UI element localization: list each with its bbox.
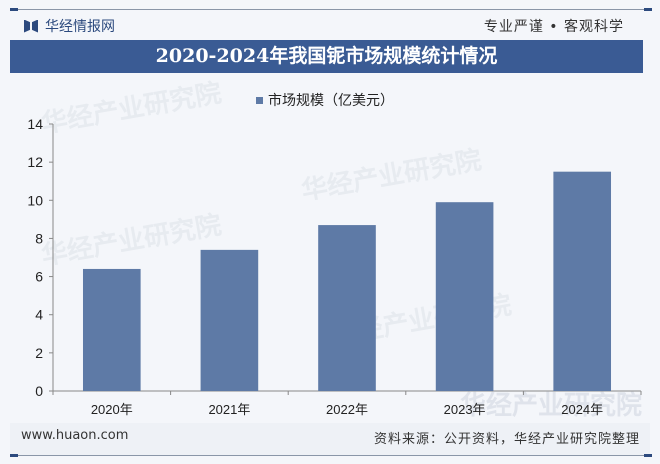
x-tick-label: 2023年 bbox=[444, 402, 486, 417]
x-tick-label: 2024年 bbox=[561, 402, 603, 417]
data-source: 资料来源：公开资料，华经产业研究院整理 bbox=[373, 432, 640, 447]
logo-icon bbox=[24, 20, 38, 33]
y-tick-label: 4 bbox=[35, 307, 43, 323]
bar-2022年 bbox=[318, 225, 376, 391]
divider-mark bbox=[644, 8, 652, 11]
y-tick-label: 10 bbox=[27, 192, 43, 208]
brand: 华经情报网 bbox=[24, 16, 115, 36]
y-tick-label: 2 bbox=[35, 345, 43, 361]
legend-swatch bbox=[256, 96, 263, 104]
divider-mark bbox=[10, 8, 18, 11]
x-tick-label: 2020年 bbox=[91, 402, 133, 417]
y-tick-label: 0 bbox=[35, 383, 43, 399]
bar-2021年 bbox=[200, 249, 259, 391]
y-tick-label: 12 bbox=[27, 154, 43, 170]
bar-2023年 bbox=[435, 202, 494, 391]
bar-2020年 bbox=[82, 268, 141, 391]
y-tick-label: 8 bbox=[35, 230, 43, 246]
bar-chart: 0 2 4 6 8 10 12 14 2020年 2021年 2022年 2023年 2024年 bbox=[27, 116, 642, 417]
bar-2024年 bbox=[553, 171, 612, 391]
x-tick-label: 2022年 bbox=[326, 402, 368, 417]
slogan: 专业严谨 • 客观科学 bbox=[483, 19, 624, 35]
legend: 市场规模（亿美元） bbox=[256, 90, 394, 110]
chart-title: 2020-2024年我国铌市场规模统计情况 bbox=[10, 40, 643, 73]
divider-mark bbox=[644, 454, 652, 457]
x-tick-label: 2021年 bbox=[208, 402, 250, 417]
brand-name: 华经情报网 bbox=[45, 19, 115, 35]
bottom-divider bbox=[10, 454, 652, 457]
divider-mark bbox=[10, 454, 18, 457]
legend-label: 市场规模（亿美元） bbox=[268, 93, 394, 109]
y-tick-label: 6 bbox=[35, 269, 43, 285]
top-divider bbox=[10, 8, 652, 11]
website-url[interactable]: www.huaon.com bbox=[21, 428, 129, 443]
footer: www.huaon.com 资料来源：公开资料，华经产业研究院整理 bbox=[10, 423, 650, 455]
y-tick-label: 14 bbox=[27, 116, 43, 132]
